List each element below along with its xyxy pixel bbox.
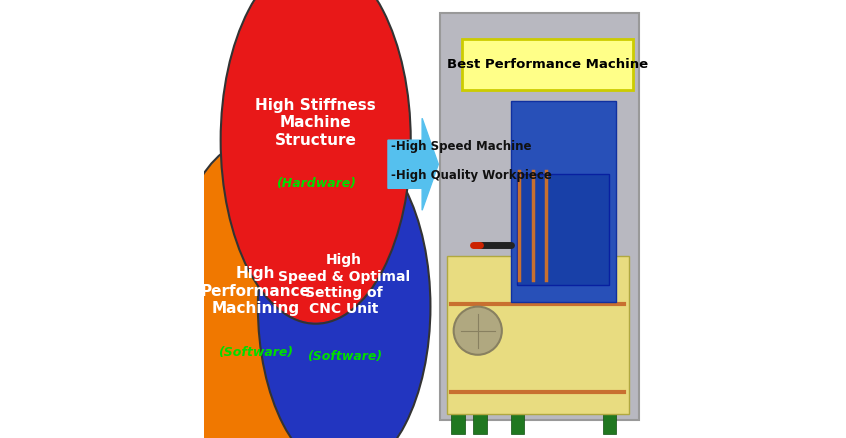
FancyBboxPatch shape [447,256,629,414]
Circle shape [453,307,502,355]
Ellipse shape [259,141,430,438]
Text: High
Speed & Optimal
Setting of
CNC Unit: High Speed & Optimal Setting of CNC Unit [278,254,410,316]
Text: -High Quality Workpiece: -High Quality Workpiece [391,169,552,182]
FancyBboxPatch shape [474,410,486,434]
Ellipse shape [170,141,341,438]
Text: -High Speed Machine: -High Speed Machine [391,140,531,153]
FancyBboxPatch shape [463,39,634,90]
Text: High
Performance
Machining: High Performance Machining [201,266,310,316]
FancyBboxPatch shape [440,13,639,420]
FancyBboxPatch shape [452,410,464,434]
FancyBboxPatch shape [511,410,524,434]
Text: (Hardware): (Hardware) [276,177,355,191]
Text: Best Performance Machine: Best Performance Machine [448,58,648,71]
FancyBboxPatch shape [602,410,616,434]
Ellipse shape [222,0,409,322]
Text: (Software): (Software) [306,350,382,364]
Text: High Stiffness
Machine
Structure: High Stiffness Machine Structure [255,98,376,148]
Polygon shape [388,118,438,210]
Text: (Software): (Software) [218,346,294,359]
FancyBboxPatch shape [511,101,616,302]
FancyBboxPatch shape [517,174,609,285]
